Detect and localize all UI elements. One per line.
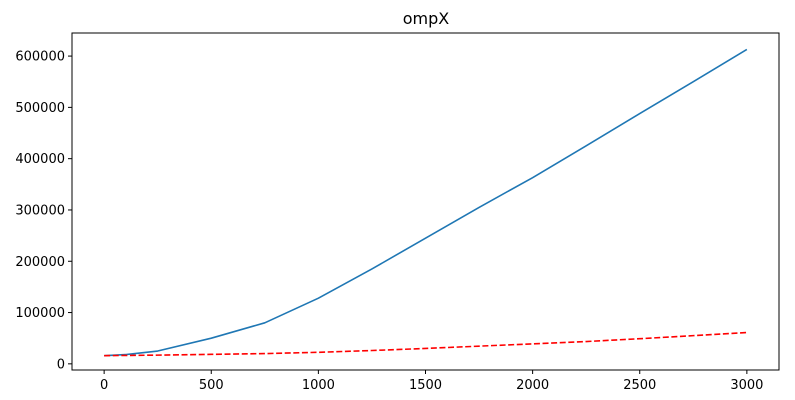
- y-tick-label: 0: [57, 357, 65, 372]
- y-tick-label: 600000: [15, 50, 65, 65]
- x-axis: 0 500 1000 1500 2000 2500 3000: [100, 370, 763, 393]
- y-axis: 0 100000 200000 300000 400000 500000 600000: [15, 50, 72, 372]
- y-tick-label: 400000: [15, 152, 65, 167]
- series-layer: [104, 48, 748, 357]
- x-tick-label: 0: [100, 378, 108, 393]
- plot-area: [71, 32, 780, 371]
- y-tick-label: 500000: [15, 101, 65, 116]
- x-tick-label: 2000: [516, 378, 549, 393]
- series-line-1: [104, 48, 748, 357]
- y-tick-label: 300000: [15, 203, 65, 218]
- x-tick-label: 1500: [409, 378, 442, 393]
- series-line-2: [104, 331, 747, 357]
- x-tick-label: 500: [199, 378, 224, 393]
- y-tick-label: 200000: [15, 255, 65, 270]
- chart-title: ompX: [403, 9, 450, 28]
- x-tick-label: 3000: [730, 378, 763, 393]
- x-tick-label: 2500: [623, 378, 656, 393]
- x-tick-label: 1000: [302, 378, 335, 393]
- y-tick-label: 100000: [15, 306, 65, 321]
